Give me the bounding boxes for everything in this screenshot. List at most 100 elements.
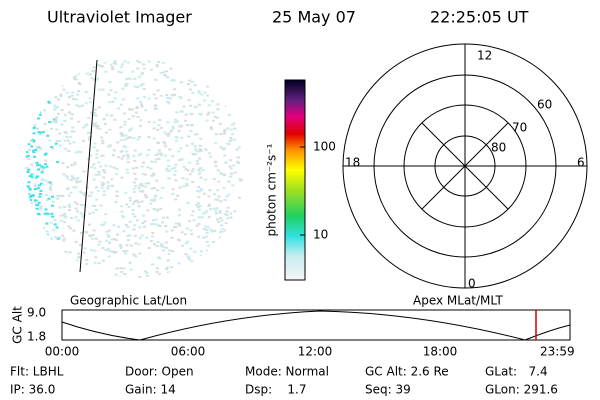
pixel: [143, 220, 147, 223]
pixel: [93, 124, 97, 127]
pixel: [95, 153, 99, 156]
pixel: [167, 159, 171, 162]
pixel: [66, 177, 70, 180]
pixel: [120, 210, 124, 213]
pixel: [190, 214, 194, 217]
pixel: [216, 116, 220, 119]
pixel: [222, 84, 226, 87]
pixel: [60, 84, 64, 87]
pixel: [164, 275, 168, 278]
pixel: [115, 195, 119, 198]
pixel: [108, 128, 112, 131]
pixel: [79, 151, 83, 153]
pixel: [136, 67, 140, 70]
pixel: [207, 195, 211, 198]
info-field: GLat: 7.4: [485, 365, 548, 379]
pixel: [153, 198, 157, 201]
pixel: [193, 266, 197, 269]
pixel: [229, 136, 233, 139]
pixel: [178, 95, 182, 98]
pixel: [180, 124, 184, 127]
pixel: [104, 70, 108, 73]
pixel: [46, 100, 50, 103]
pixel: [43, 212, 47, 215]
pixel: [26, 194, 30, 197]
pixel: [28, 243, 31, 246]
pixel: [99, 273, 103, 276]
pixel: [27, 81, 30, 84]
pixel: [78, 105, 82, 108]
pixel: [205, 241, 209, 243]
pixel: [50, 244, 54, 247]
pixel: [165, 167, 169, 170]
pixel: [119, 267, 123, 270]
pixel: [229, 212, 233, 215]
pixel: [44, 179, 48, 182]
pixel: [179, 60, 183, 63]
pixel: [170, 167, 174, 170]
pixel: [229, 175, 233, 178]
pixel: [205, 228, 209, 231]
pixel: [153, 105, 157, 108]
pixel: [114, 200, 118, 203]
info-field: IP: 36.0: [10, 383, 55, 397]
pixel: [31, 79, 35, 82]
pixel: [92, 66, 96, 69]
pixel: [219, 171, 223, 174]
pixel: [161, 186, 165, 189]
pixel: [171, 127, 175, 130]
pixel: [57, 236, 61, 239]
pixel: [44, 260, 48, 263]
pixel: [159, 152, 163, 155]
pixel: [28, 175, 32, 178]
pixel: [32, 141, 36, 144]
pixel: [63, 205, 66, 208]
pixel: [226, 142, 230, 145]
pixel: [167, 271, 170, 274]
pixel: [207, 244, 211, 247]
pixel: [28, 69, 32, 71]
pixel: [41, 169, 44, 172]
pixel: [27, 101, 31, 104]
pixel: [53, 65, 57, 67]
pixel: [119, 246, 123, 249]
pixel: [32, 149, 36, 152]
pixel: [152, 172, 156, 175]
timeline-left: Geographic Lat/Lon: [70, 294, 187, 308]
pixel: [204, 271, 208, 274]
pixel: [29, 140, 33, 142]
pixel: [27, 278, 30, 280]
pixel: [51, 195, 54, 198]
pixel: [138, 61, 142, 64]
pixel: [25, 136, 29, 139]
pixel: [49, 237, 53, 240]
pixel: [179, 110, 183, 113]
pixel: [191, 181, 195, 184]
pixel: [154, 194, 158, 197]
pixel: [30, 69, 33, 72]
pixel: [140, 104, 144, 107]
timeline-right: Apex MLat/MLT: [413, 294, 503, 308]
pixel: [111, 68, 115, 71]
pixel: [134, 185, 138, 188]
pixel: [42, 68, 46, 71]
pixel: [35, 60, 39, 63]
pixel: [64, 131, 68, 134]
pixel: [110, 114, 114, 117]
pixel: [79, 204, 83, 207]
pixel: [177, 159, 181, 162]
pixel: [128, 136, 131, 139]
colorbar: [284, 79, 306, 281]
pixel: [122, 250, 126, 253]
pixel: [212, 193, 216, 196]
pixel: [189, 229, 193, 232]
pixel: [112, 149, 116, 152]
pixel: [141, 185, 145, 188]
pixel: [142, 63, 146, 66]
pixel: [32, 62, 36, 65]
pixel: [122, 98, 126, 101]
pixel: [137, 201, 141, 204]
pixel: [237, 129, 241, 132]
pixel: [63, 120, 67, 122]
